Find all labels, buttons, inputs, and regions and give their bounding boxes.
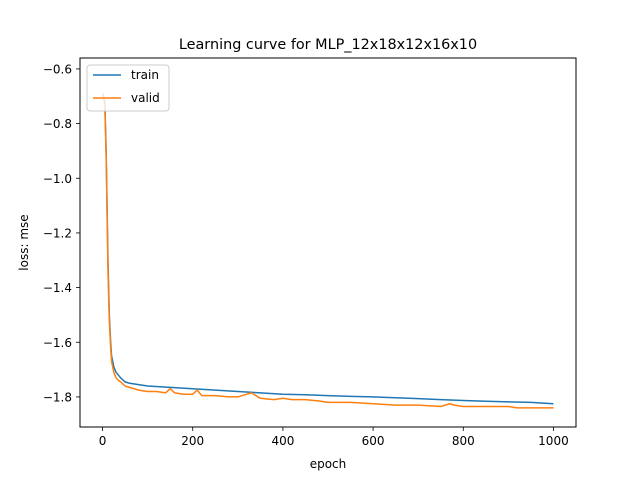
y-tick-label: −0.6: [43, 62, 72, 76]
x-axis: 0 200 400 600 800 1000: [99, 427, 569, 448]
y-tick-label: −1.6: [43, 336, 72, 350]
y-tick-label: −1.8: [43, 390, 72, 404]
legend-label-train: train: [131, 68, 159, 82]
legend-label-valid: valid: [131, 91, 160, 105]
y-tick-label: −1.2: [43, 226, 72, 240]
x-axis-label: epoch: [310, 457, 347, 471]
x-tick-label: 0: [99, 434, 107, 448]
series-layer: [101, 93, 554, 409]
x-tick-label: 400: [271, 434, 294, 448]
legend: train valid: [86, 64, 170, 112]
y-tick-label: −0.8: [43, 117, 72, 131]
x-tick-label: 800: [452, 434, 475, 448]
plot-frame: [79, 57, 577, 428]
x-tick-label: 1000: [538, 434, 569, 448]
y-axis: −0.6 −0.8 −1.0 −1.2 −1.4 −1.6 −1.8: [43, 62, 80, 404]
chart-title: Learning curve for MLP_12x18x12x16x10: [179, 37, 477, 53]
y-tick-label: −1.4: [43, 281, 72, 295]
legend-box: [86, 64, 170, 112]
y-tick-label: −1.0: [43, 172, 72, 186]
series-line-valid: [101, 93, 554, 409]
y-axis-label: loss: mse: [17, 214, 31, 270]
x-tick-label: 600: [362, 434, 385, 448]
x-tick-label: 200: [181, 434, 204, 448]
plot-area: [101, 93, 554, 409]
